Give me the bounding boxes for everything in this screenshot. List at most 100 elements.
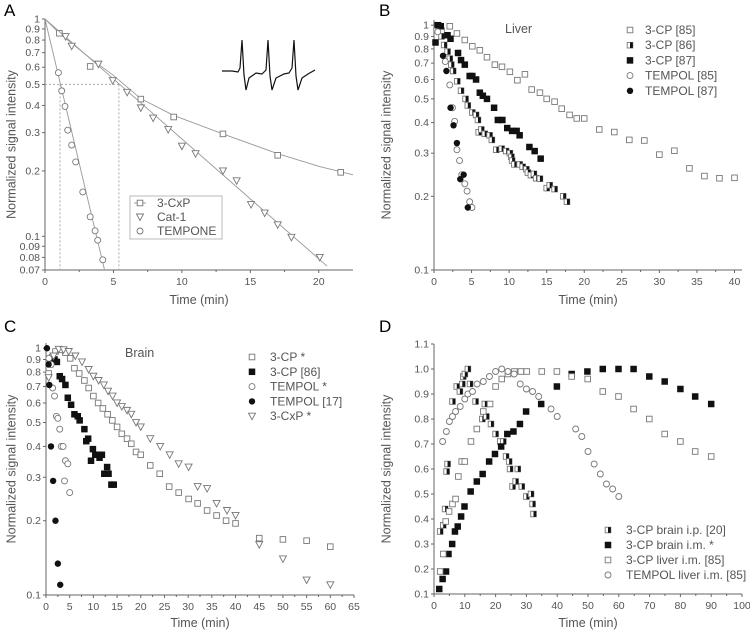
data-point [89, 445, 97, 453]
data-point [446, 81, 454, 89]
legend-label: TEMPOL liver i.m. [85] [626, 568, 746, 582]
data-point [536, 175, 544, 182]
data-point [64, 348, 73, 356]
x-tick-label: 30 [182, 601, 194, 613]
data-point [584, 368, 591, 375]
data-point [255, 534, 263, 542]
legend-label: 3-CxP * [270, 409, 311, 423]
data-point [326, 581, 335, 590]
series-3-cp-86 [433, 26, 571, 206]
x-axis-title: Time (min) [170, 616, 229, 630]
data-point [469, 388, 476, 395]
data-point [461, 458, 469, 465]
y-tick-label: 0.3 [414, 539, 429, 551]
data-point [516, 132, 523, 139]
data-point [476, 46, 484, 54]
data-point [527, 490, 535, 498]
data-point [287, 233, 296, 242]
data-point [94, 60, 103, 69]
x-tick-label: 10 [176, 276, 188, 288]
y-tick-label: 0.2 [25, 165, 40, 177]
data-point [517, 368, 525, 375]
y-tick-label: 0.2 [414, 191, 429, 203]
data-point [185, 495, 192, 503]
data-point [156, 470, 163, 477]
data-point [691, 448, 699, 455]
data-point [445, 550, 452, 558]
legend-label: 3-CP liver i.m. [85] [626, 553, 724, 567]
data-point [469, 43, 476, 50]
data-point [174, 460, 183, 469]
x-tick-label: 30 [654, 276, 666, 288]
data-point [61, 102, 69, 110]
legend-item: TEMPOL * [248, 380, 327, 394]
x-tick-label: 20 [135, 601, 147, 613]
y-tick-label: 0.8 [414, 43, 429, 55]
data-point [194, 500, 201, 507]
data-point [641, 137, 648, 144]
y-tick-label: 0.08 [20, 252, 41, 264]
data-point [506, 465, 514, 473]
legend-item: 3-CP * [248, 350, 305, 364]
data-point [434, 28, 442, 36]
data-point [444, 48, 451, 55]
data-point [123, 435, 131, 442]
data-point [98, 451, 106, 459]
legend-marker [248, 368, 256, 376]
data-point [117, 403, 127, 412]
data-point [511, 161, 518, 168]
data-point [485, 373, 493, 380]
y-tick-label: 0.3 [414, 148, 429, 160]
data-point [53, 358, 61, 366]
data-point [498, 63, 506, 71]
data-point [445, 418, 453, 425]
data-point [486, 400, 494, 408]
data-point [461, 395, 469, 403]
y-tick-label: 0.9 [26, 354, 41, 366]
data-point [103, 463, 111, 471]
legend-label: TEMPONE [157, 224, 216, 238]
data-point [661, 430, 668, 438]
y-tick-label: 0.8 [25, 35, 40, 47]
legend-marker [626, 41, 634, 49]
legend-item: 3-CP [87] [626, 53, 695, 67]
data-point [46, 381, 53, 389]
data-point [449, 413, 456, 420]
data-point [491, 61, 499, 68]
data-point [615, 365, 622, 373]
data-point [99, 381, 109, 390]
data-point [538, 368, 546, 375]
data-point [136, 104, 146, 113]
legend-label: 3-CP [87] [645, 53, 695, 67]
legend-item: 3-CP [85] [626, 23, 695, 37]
data-point [572, 425, 580, 433]
data-point [62, 381, 69, 389]
data-point [563, 198, 571, 206]
data-point [105, 470, 112, 477]
data-point [531, 147, 538, 155]
data-point [122, 406, 132, 415]
data-point [64, 460, 72, 468]
data-point [661, 378, 668, 385]
data-point [57, 581, 64, 588]
data-point [442, 428, 450, 435]
y-tick-label: 1 [34, 14, 40, 26]
data-point [191, 150, 200, 159]
y-tick-label: 0.1 [26, 590, 41, 602]
data-point [731, 174, 738, 182]
data-point [523, 368, 530, 375]
series-3-cxp [44, 18, 354, 176]
data-point [464, 204, 472, 211]
data-point [537, 400, 545, 408]
data-point [72, 158, 80, 166]
data-point [487, 420, 495, 428]
data-point [66, 489, 74, 497]
data-point [71, 364, 78, 372]
data-point [113, 423, 121, 431]
x-tick-label: 60 [613, 600, 625, 612]
data-point [443, 468, 450, 475]
panel-annotation: Liver [505, 22, 532, 36]
data-point [444, 460, 451, 468]
data-point [464, 102, 472, 109]
data-point [461, 36, 469, 44]
